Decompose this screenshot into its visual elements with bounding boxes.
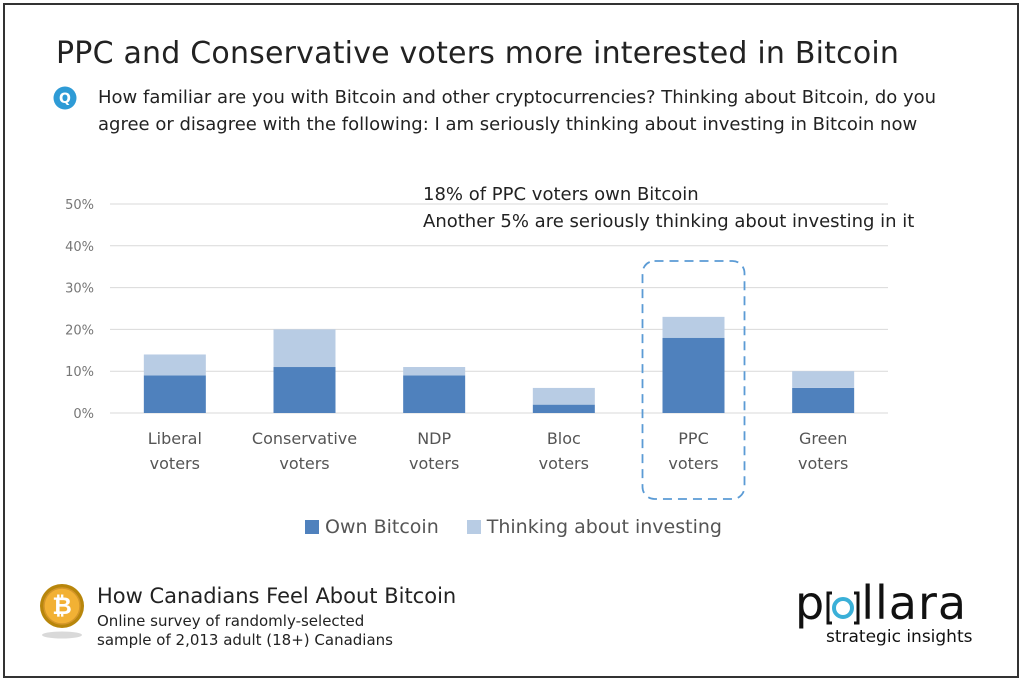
chart-legend: Own Bitcoin Thinking about investing	[305, 516, 750, 538]
x-category-label: voters	[798, 454, 848, 473]
question-badge-letter: Q	[59, 91, 71, 107]
bar-own	[143, 375, 206, 413]
x-category-label: voters	[279, 454, 329, 473]
bar-thinking	[792, 371, 855, 388]
logo-text-part2: llara	[861, 576, 968, 630]
y-tick-label: 0%	[73, 407, 94, 422]
bar-own	[532, 404, 595, 413]
bar-thinking	[403, 367, 466, 376]
footer-title: How Canadians Feel About Bitcoin	[97, 584, 457, 608]
card-frame	[3, 3, 1019, 678]
x-category-label: Liberal	[148, 429, 202, 448]
x-category-label: NDP	[417, 429, 451, 448]
chart-annotation: 18% of PPC voters own Bitcoin Another 5%…	[423, 181, 914, 235]
bar-own	[792, 387, 855, 413]
y-tick-label: 20%	[65, 323, 94, 338]
logo-bracket-o-icon	[826, 584, 860, 625]
bar-own	[662, 337, 725, 413]
legend-swatch-thinking	[466, 520, 481, 534]
logo-tagline: strategic insights	[826, 627, 973, 647]
bitcoin-symbol: ₿	[52, 592, 72, 620]
x-category-label: voters	[539, 454, 589, 473]
bar-own	[403, 375, 466, 413]
bar-own	[273, 367, 336, 413]
x-category-label: voters	[409, 454, 459, 473]
bar-thinking	[662, 316, 725, 338]
annotation-line-1: 18% of PPC voters own Bitcoin	[423, 184, 699, 205]
y-tick-label: 40%	[65, 240, 94, 255]
chart-labels: 0% 10% 20% 30% 40% 50% Liberal voters Conservati…	[65, 198, 848, 473]
legend-label-thinking: Thinking about investing	[486, 516, 722, 538]
legend-item-own: Own Bitcoin	[305, 516, 439, 538]
annotation-line-2: Another 5% are seriously thinking about …	[423, 211, 915, 232]
footer-desc-line-1: Online survey of randomly-selected	[97, 612, 365, 630]
y-tick-label: 10%	[65, 365, 94, 380]
ppc-highlight-box	[641, 260, 746, 500]
y-tick-label: 30%	[65, 282, 94, 297]
footer-description: Online survey of randomly-selected sampl…	[97, 612, 393, 650]
bitcoin-coin-icon: ₿	[40, 584, 84, 639]
pollara-logo: p llara	[795, 578, 967, 628]
footer-desc-line-2: sample of 2,013 adult (18+) Canadians	[97, 631, 393, 649]
bar-thinking	[273, 329, 336, 368]
chart-gridlines	[110, 203, 888, 414]
x-category-label: Conservative	[252, 429, 357, 448]
bar-thinking	[532, 387, 595, 405]
bar-thinking	[143, 354, 206, 376]
question-badge-icon: Q	[53, 86, 77, 110]
x-category-label: PPC	[678, 429, 708, 448]
chart-highlight	[641, 260, 746, 500]
x-category-label: voters	[150, 454, 200, 473]
page-title: PPC and Conservative voters more interes…	[56, 36, 900, 71]
logo-text-part1: p	[795, 576, 826, 630]
legend-label-own: Own Bitcoin	[325, 516, 439, 538]
x-category-label: Bloc	[547, 429, 581, 448]
y-tick-label: 50%	[65, 198, 94, 213]
survey-question: How familiar are you with Bitcoin and ot…	[98, 87, 937, 135]
x-category-label: voters	[668, 454, 718, 473]
legend-swatch-own	[305, 520, 319, 534]
chart-bars	[143, 316, 855, 413]
x-category-label: Green	[799, 429, 847, 448]
legend-item-thinking: Thinking about investing	[466, 516, 722, 538]
